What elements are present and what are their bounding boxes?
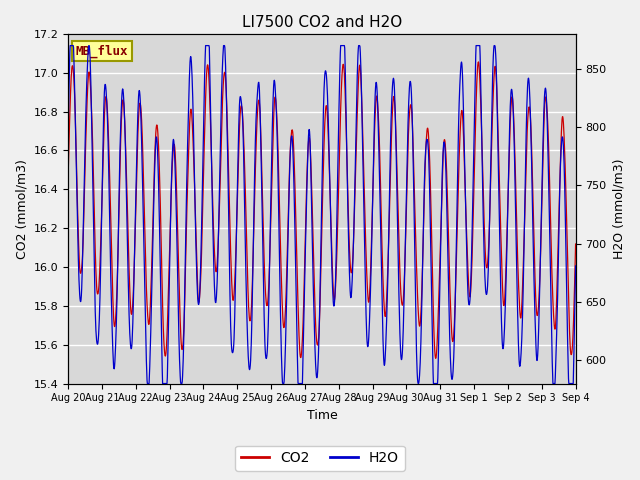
Text: MB_flux: MB_flux bbox=[76, 45, 128, 58]
Y-axis label: H2O (mmol/m3): H2O (mmol/m3) bbox=[612, 158, 625, 259]
Legend: CO2, H2O: CO2, H2O bbox=[236, 445, 404, 471]
Title: LI7500 CO2 and H2O: LI7500 CO2 and H2O bbox=[242, 15, 402, 30]
X-axis label: Time: Time bbox=[307, 409, 337, 422]
Y-axis label: CO2 (mmol/m3): CO2 (mmol/m3) bbox=[15, 159, 28, 259]
